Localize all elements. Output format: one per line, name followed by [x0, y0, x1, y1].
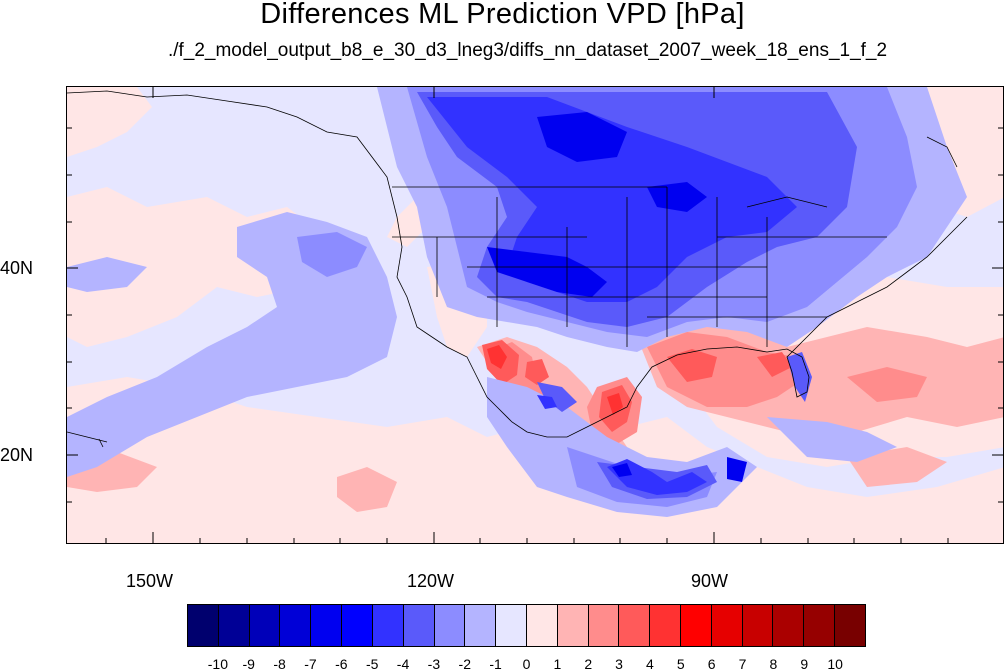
colorbar-box	[218, 605, 250, 646]
colorbar-labels: -10 -9 -8 -7 -6 -5 -4 -3 -2 -1 0 1 2 3 4 5 6 7 8 9 10	[0, 656, 1005, 672]
lon-label-150w: 150W	[126, 571, 174, 591]
colorbar-box	[403, 605, 435, 646]
lat-label-20n: 20N	[0, 445, 34, 465]
colorbar-label: -5	[365, 656, 379, 672]
colorbar-label: -6	[335, 656, 348, 672]
colorbar-label: -8	[273, 656, 286, 672]
colorbar-label: 6	[707, 656, 716, 672]
colorbar-box	[835, 605, 865, 646]
map-subtitle: ./f_2_model_output_b8_e_30_d3_lneg3/diff…	[167, 40, 888, 61]
colorbar-box	[188, 605, 219, 646]
colorbar-label: 7	[738, 656, 747, 672]
colorbar-box	[249, 605, 281, 646]
colorbar-label: -10	[207, 656, 228, 672]
colorbar-box	[773, 605, 805, 646]
colorbar-box	[311, 605, 343, 646]
colorbar-box	[742, 605, 774, 646]
colorbar-box	[280, 605, 312, 646]
positive-peak-region	[487, 345, 623, 415]
map-title: Differences ML Prediction VPD [hPa]	[260, 0, 745, 30]
colorbar-label: 0	[522, 656, 531, 672]
vpd-difference-field	[67, 87, 1003, 543]
colorbar-box	[465, 605, 497, 646]
colorbar-label: 10	[827, 656, 843, 672]
colorbar	[187, 604, 866, 647]
negative-strong-region	[427, 97, 797, 495]
colorbar-label: -7	[304, 656, 317, 672]
colorbar-label: -3	[427, 656, 441, 672]
colorbar-box	[681, 605, 712, 646]
colorbar-box	[342, 605, 373, 646]
colorbar-box	[557, 605, 589, 646]
colorbar-box	[434, 605, 466, 646]
colorbar-box	[711, 605, 743, 646]
lon-label-90w: 90W	[691, 571, 729, 591]
colorbar-box	[619, 605, 651, 646]
colorbar-box	[496, 605, 527, 646]
colorbar-box	[588, 605, 620, 646]
lat-label-40n: 40N	[0, 258, 34, 278]
coastline-outline	[67, 90, 968, 448]
negative-peak-region	[487, 112, 747, 482]
colorbar-box	[526, 605, 558, 646]
colorbar-label: 8	[769, 656, 778, 672]
colorbar-label: 5	[676, 656, 685, 672]
colorbar-box	[650, 605, 681, 646]
colorbar-label: 4	[646, 656, 654, 672]
map-plot-area	[66, 86, 1004, 544]
colorbar-label: -1	[489, 656, 502, 672]
colorbar-label: -4	[396, 656, 410, 672]
colorbar-label: 9	[800, 656, 809, 672]
colorbar-label: -9	[242, 656, 255, 672]
colorbar-box	[372, 605, 404, 646]
colorbar-label: 2	[584, 656, 593, 672]
lon-label-120w: 120W	[407, 571, 455, 591]
colorbar-label: -2	[458, 656, 471, 672]
colorbar-box	[804, 605, 836, 646]
colorbar-label: 1	[553, 656, 562, 672]
colorbar-label: 3	[615, 656, 623, 672]
